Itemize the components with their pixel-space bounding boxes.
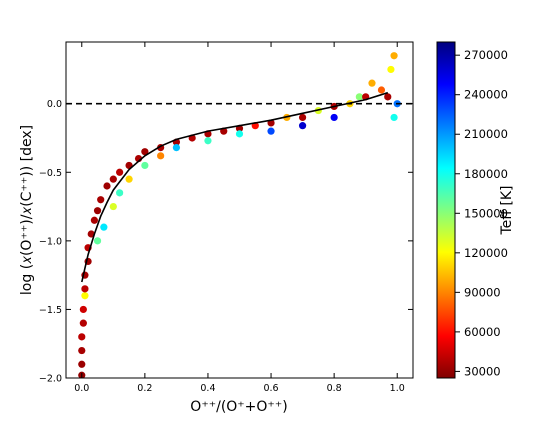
data-point-51	[384, 93, 392, 101]
y-tick-label: −2.0	[39, 374, 62, 385]
colorbar-tick-label: 210000	[464, 127, 508, 141]
data-point-23	[125, 175, 133, 183]
data-point-5	[79, 305, 87, 314]
data-point-14	[93, 237, 102, 245]
x-tick-label: 1.0	[390, 383, 405, 394]
data-point-17	[103, 182, 111, 190]
data-point-47	[355, 93, 363, 101]
data-point-50	[377, 86, 386, 94]
y-axis: −2.0 −1.5 −1.0 −0.5 0.0	[39, 99, 413, 385]
data-point-53	[390, 52, 398, 60]
data-point-6	[81, 292, 89, 300]
data-point-30	[172, 144, 181, 152]
data-point-19	[109, 202, 117, 211]
colorbar-tick-label: 30000	[464, 364, 501, 378]
data-point-21	[116, 189, 124, 197]
data-point-7	[81, 285, 89, 293]
x-tick-label: 0.6	[263, 383, 278, 394]
x-tick-label: 0.4	[200, 383, 215, 394]
colorbar-tick-label: 90000	[464, 285, 501, 299]
colorbar-tick-label: 120000	[464, 246, 508, 260]
x-axis-title: O⁺⁺/(O⁺+O⁺⁺)	[190, 399, 287, 415]
data-point-54	[390, 113, 398, 122]
data-point-28	[157, 152, 165, 160]
y-tick-label: −1.5	[39, 305, 62, 316]
fit-curve	[81, 91, 389, 283]
colorbar-tick-label: 60000	[464, 325, 501, 339]
colorbar	[436, 41, 456, 379]
data-point-20	[116, 168, 124, 176]
data-point-49	[368, 79, 376, 87]
data-point-16	[100, 223, 108, 231]
data-point-4	[79, 319, 87, 327]
data-point-33	[204, 137, 212, 145]
data-point-18	[109, 175, 117, 183]
plot-frame	[65, 41, 414, 379]
data-point-39	[267, 127, 275, 135]
colorbar-tick-label: 240000	[464, 88, 508, 102]
data-point-3	[78, 333, 86, 341]
x-axis: 0.0 0.2 0.4 0.6 0.8 1.0	[74, 42, 405, 394]
x-tick-label: 0.2	[137, 383, 152, 394]
data-point-25	[141, 148, 149, 156]
colorbar-ticks: 30000 60000 90000 120000 150000 180000 210000 2…	[455, 48, 508, 378]
data-point-41	[298, 113, 307, 122]
data-point-12	[90, 216, 98, 224]
colorbar-tick-label: 150000	[464, 206, 508, 220]
y-tick-label: −0.5	[39, 168, 62, 179]
colorbar-tick-label: 180000	[464, 167, 508, 181]
data-point-26	[141, 161, 149, 170]
data-point-15	[97, 196, 105, 204]
y-axis-title: log (𝑥(O⁺⁺)/𝑥(C⁺⁺)) [dex]	[19, 125, 35, 295]
y-tick-label: 0.0	[47, 99, 62, 110]
x-tick-label: 0.8	[327, 383, 342, 394]
data-point-13	[93, 207, 102, 215]
data-point-42	[298, 122, 307, 130]
x-tick-label: 0.0	[74, 383, 89, 394]
colorbar-tick-label: 270000	[464, 48, 508, 62]
y-tick-label: −1.0	[39, 236, 62, 247]
data-point-2	[78, 346, 86, 355]
data-point-45	[330, 113, 338, 122]
data-point-36	[235, 130, 244, 138]
colorbar-title: Teff [K]	[499, 186, 515, 236]
scatter-points	[78, 52, 401, 378]
data-point-1	[78, 360, 86, 368]
data-point-52	[387, 65, 395, 74]
